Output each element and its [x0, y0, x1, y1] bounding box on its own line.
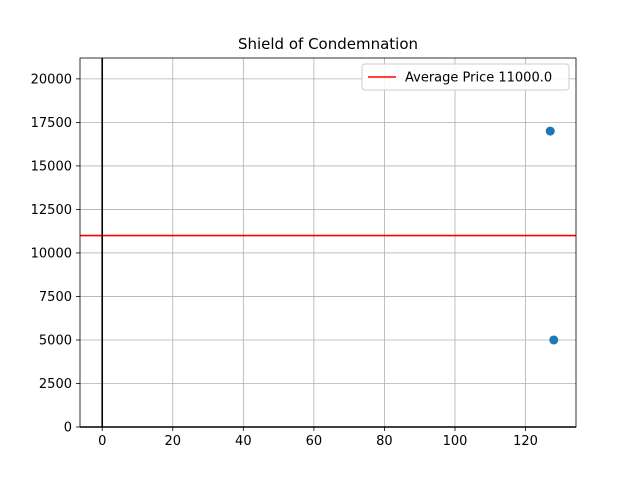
- x-tick-label: 100: [443, 434, 468, 449]
- y-tick-label: 17500: [31, 116, 72, 131]
- y-tick-label: 15000: [31, 159, 72, 174]
- y-tick-label: 5000: [39, 333, 72, 348]
- y-tick-label: 7500: [39, 290, 72, 305]
- legend-box: [361, 63, 570, 91]
- y-tick-label: 0: [64, 421, 72, 436]
- y-tick-label: 2500: [39, 377, 72, 392]
- y-tick-label: 10000: [31, 246, 72, 261]
- axes-frame: [79, 57, 577, 428]
- x-tick-label: 40: [235, 434, 252, 449]
- scatter-point: [545, 126, 555, 136]
- legend: Average Price 11000.0: [361, 63, 570, 91]
- x-tick-label: 80: [376, 434, 393, 449]
- x-tick-label: 120: [513, 434, 538, 449]
- x-tick-label: 0: [98, 434, 106, 449]
- x-tick-label: 60: [306, 434, 323, 449]
- legend-label: Average Price 11000.0: [405, 71, 552, 86]
- y-tick-label: 12500: [31, 203, 72, 218]
- axes: 0 20 40 60 80 100 120 0 2500 5000 7500 10000 12500 15…: [31, 57, 577, 449]
- chart-title: Shield of Condemnation: [238, 35, 418, 53]
- x-tick-label: 20: [165, 434, 182, 449]
- data-points: [545, 126, 559, 345]
- scatter-point: [549, 335, 559, 345]
- y-tick-label: 20000: [31, 72, 72, 87]
